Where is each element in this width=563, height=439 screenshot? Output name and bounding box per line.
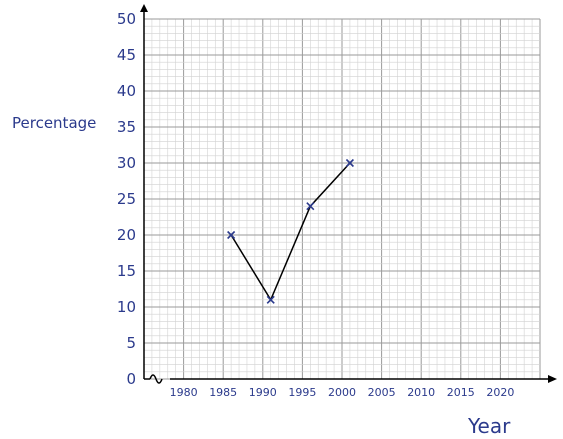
y-axis-arrow: [140, 4, 148, 12]
data-point-marker: [306, 202, 315, 211]
y-tick-label: 10: [117, 298, 136, 316]
y-tick-label: 15: [117, 262, 136, 280]
x-tick-label: 2020: [486, 386, 514, 399]
x-tick-label: 1990: [249, 386, 277, 399]
series: [227, 158, 354, 304]
axes: [140, 4, 557, 384]
y-tick-label: 20: [117, 226, 136, 244]
x-tick-label: 1995: [288, 386, 316, 399]
x-tick-label: 2015: [447, 386, 475, 399]
x-tick-label: 2005: [368, 386, 396, 399]
x-axis-break: [149, 374, 163, 384]
y-tick-label: 45: [117, 46, 136, 64]
y-tick-label: 30: [117, 154, 136, 172]
x-tick-label: 2010: [407, 386, 435, 399]
series-line: [230, 162, 351, 302]
x-axis-arrow: [548, 375, 557, 383]
data-point-marker: [227, 230, 236, 240]
data-point-marker: [266, 295, 275, 304]
x-tick-label: 1985: [209, 386, 237, 399]
y-tick-labels: 0 5 10 15 20 25 30 35 40 45 50: [117, 10, 136, 388]
y-tick-label: 0: [126, 370, 136, 388]
data-point-marker: [345, 158, 354, 168]
x-axis-label: Year: [467, 414, 511, 438]
y-tick-label: 35: [117, 118, 136, 136]
x-tick-labels: 1980 1985 1990 1995 2000 2005 2010 2015 2020: [170, 386, 515, 399]
x-tick-label: 1980: [170, 386, 198, 399]
y-tick-label: 5: [126, 334, 136, 352]
y-tick-label: 25: [117, 190, 136, 208]
y-axis-label: Percentage: [12, 114, 96, 132]
y-tick-label: 50: [117, 10, 136, 28]
grid: [143, 18, 541, 380]
y-tick-label: 40: [117, 82, 136, 100]
x-tick-label: 2000: [328, 386, 356, 399]
